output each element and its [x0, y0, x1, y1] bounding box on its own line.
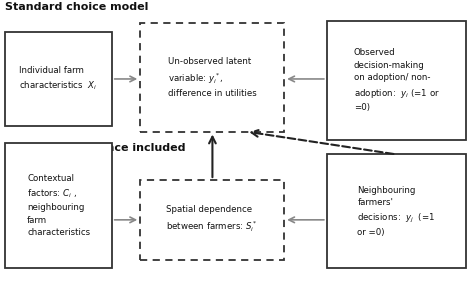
Text: Observed
decision-making
on adoption/ non-
adoption:  $y_i$ (=1 or
=0): Observed decision-making on adoption/ no… [354, 48, 439, 112]
Bar [327, 21, 466, 140]
Text: Neighbouring
farmers'
decisions:  $y_j$  (=1
or =0): Neighbouring farmers' decisions: $y_j$ (… [357, 186, 436, 237]
Text: Spatial dependence included: Spatial dependence included [5, 143, 186, 153]
Bar [5, 143, 112, 268]
Bar [5, 32, 112, 126]
Text: Spatial dependence
between farmers: $S_i^*$: Spatial dependence between farmers: $S_i… [166, 205, 258, 235]
Text: Standard choice model: Standard choice model [5, 2, 149, 12]
Text: Un-observed latent
variable: $y_i^*$,
difference in utilities: Un-observed latent variable: $y_i^*$, di… [168, 57, 256, 98]
Text: Individual farm
characteristics  $X_i$: Individual farm characteristics $X_i$ [19, 66, 98, 92]
Bar [327, 154, 466, 268]
Bar [140, 23, 284, 132]
Text: Contextual
factors: $C_i$ ,
neighbouring
farm
characteristics: Contextual factors: $C_i$ , neighbouring… [27, 174, 90, 237]
Bar [140, 180, 284, 260]
